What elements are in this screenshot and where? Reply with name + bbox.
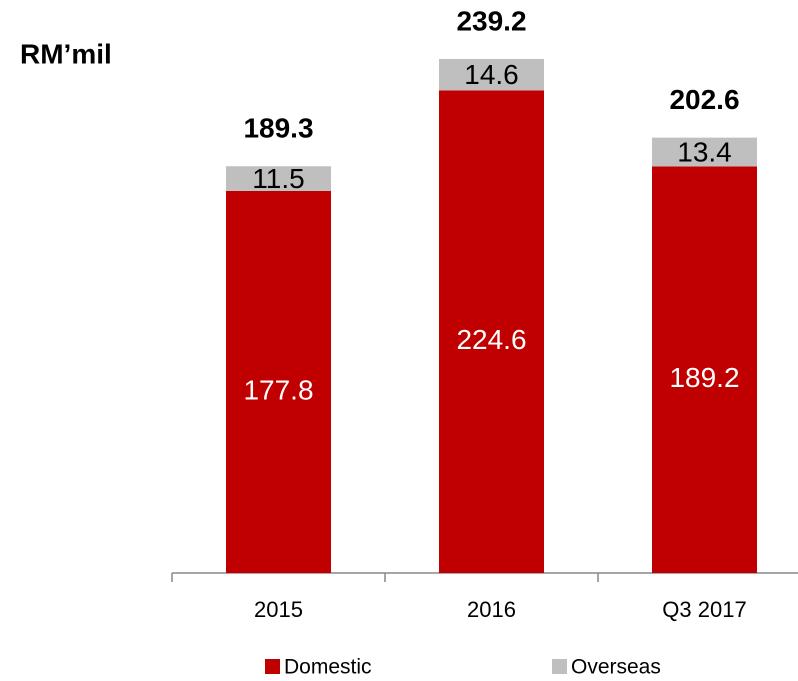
data-label: 11.5	[252, 163, 304, 194]
data-label: 13.4	[677, 136, 732, 167]
bar-segment	[652, 137, 757, 167]
bar-segment	[439, 59, 544, 91]
data-label: 177.8	[243, 374, 313, 405]
data-label: 189.2	[669, 362, 739, 393]
total-label: 202.6	[669, 84, 739, 115]
bar-segment	[439, 90, 544, 573]
legend-swatch	[265, 659, 280, 674]
bar-segment	[226, 190, 331, 574]
total-label: 239.2	[456, 5, 526, 36]
data-label: 14.6	[464, 59, 519, 90]
chart-title: RM’mil	[20, 38, 112, 69]
x-tick-label: 2016	[467, 597, 516, 622]
total-label: 189.3	[243, 113, 313, 144]
legend-swatch	[552, 659, 567, 674]
x-tick-label: 2015	[254, 597, 303, 622]
bar-segment	[652, 166, 757, 573]
x-tick-label: Q3 2017	[662, 597, 746, 622]
legend-label: Overseas	[571, 656, 661, 679]
bar-segment	[226, 166, 331, 191]
data-label: 224.6	[456, 324, 526, 355]
legend-label: Domestic	[284, 656, 372, 679]
